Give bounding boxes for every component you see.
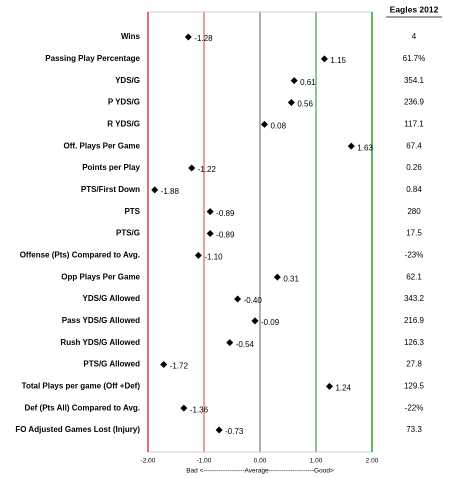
marker <box>206 208 214 216</box>
marker <box>184 33 192 41</box>
table-value: -23% <box>405 250 424 259</box>
category-label: FO Adjusted Games Lost (Injury) <box>15 425 140 434</box>
x-axis-label: Bad <-------------------Average---------… <box>186 468 334 475</box>
marker <box>160 361 168 368</box>
value-label: 0.08 <box>270 121 286 130</box>
table-value: 117.1 <box>404 119 424 128</box>
table-value: 67.4 <box>406 141 422 150</box>
marker <box>251 317 259 325</box>
table-value: 4 <box>412 32 417 41</box>
table-value: 280 <box>407 207 421 216</box>
value-label: -1.28 <box>194 34 213 43</box>
marker <box>325 382 333 390</box>
marker <box>180 404 188 412</box>
category-label: PTS/G <box>116 229 140 238</box>
value-label: -1.10 <box>204 252 223 261</box>
value-label: 1.15 <box>330 56 346 65</box>
table-value: 0.26 <box>406 163 422 172</box>
category-label: PTS/First Down <box>81 185 140 194</box>
value-label: -0.54 <box>236 340 255 349</box>
marker <box>287 99 295 106</box>
value-label: -1.72 <box>170 362 189 371</box>
category-label: YDS/G Allowed <box>83 294 141 303</box>
value-label: -0.09 <box>261 318 280 327</box>
x-tick-label: -2.00 <box>141 458 156 465</box>
table-value: 216.9 <box>404 316 425 325</box>
marker <box>206 230 214 237</box>
value-label: 1.63 <box>357 143 373 152</box>
value-label: -0.89 <box>216 231 235 240</box>
marker <box>234 295 242 303</box>
marker <box>260 120 268 128</box>
category-label: PTS/G Allowed <box>83 360 140 369</box>
category-label: Opp Plays Per Game <box>61 272 140 281</box>
marker <box>194 251 202 259</box>
marker <box>151 186 159 194</box>
category-label: Points per Play <box>82 163 140 172</box>
category-label: Offense (Pts) Compared to Avg. <box>20 250 140 259</box>
value-label: -0.73 <box>225 427 244 436</box>
x-tick-label: 1.00 <box>310 458 323 465</box>
value-label: -1.36 <box>190 405 209 414</box>
category-label: Def (Pts All) Compared to Avg. <box>24 403 140 412</box>
table-value: 27.8 <box>406 360 422 369</box>
category-label: Pass YDS/G Allowed <box>62 316 140 325</box>
marker <box>273 273 281 281</box>
category-label: P YDS/G <box>108 98 140 107</box>
value-label: -0.40 <box>244 296 263 305</box>
value-label: -1.22 <box>198 165 217 174</box>
marker <box>215 426 223 434</box>
value-label: 0.61 <box>300 78 316 87</box>
table-value: 354.1 <box>404 76 425 85</box>
value-label: 1.24 <box>335 383 351 392</box>
table-header: Eagles 2012 <box>390 4 439 14</box>
table-value: 126.3 <box>404 338 425 347</box>
value-label: 0.31 <box>283 274 299 283</box>
marker <box>290 77 298 85</box>
category-label: Passing Play Percentage <box>45 54 140 63</box>
table-value: 17.5 <box>406 229 422 238</box>
marker <box>320 55 328 63</box>
table-value: 343.2 <box>404 294 425 303</box>
value-label: -1.88 <box>161 187 180 196</box>
marker <box>188 164 196 172</box>
marker <box>226 339 234 347</box>
table-value: 62.1 <box>406 272 422 281</box>
category-label: Wins <box>121 32 141 41</box>
table-value: 73.3 <box>406 425 422 434</box>
x-tick-label: 0.00 <box>254 458 267 465</box>
category-label: Off. Plays Per Game <box>64 141 141 150</box>
table-value: 129.5 <box>404 381 425 390</box>
category-label: Rush YDS/G Allowed <box>60 338 140 347</box>
marker <box>347 142 355 150</box>
value-label: 0.56 <box>297 100 313 109</box>
table-value: 0.84 <box>406 185 422 194</box>
table-value: -22% <box>405 403 424 412</box>
value-label: -0.89 <box>216 209 235 218</box>
category-label: Total Plays per game (Off +Def) <box>22 381 141 390</box>
table-value: 61.7% <box>403 54 426 63</box>
category-label: YDS/G <box>115 76 140 85</box>
category-label: R YDS/G <box>107 119 140 128</box>
x-tick-label: 2.00 <box>366 458 379 465</box>
category-label: PTS <box>124 207 140 216</box>
x-tick-label: -1.00 <box>197 458 212 465</box>
table-value: 236.9 <box>404 98 425 107</box>
